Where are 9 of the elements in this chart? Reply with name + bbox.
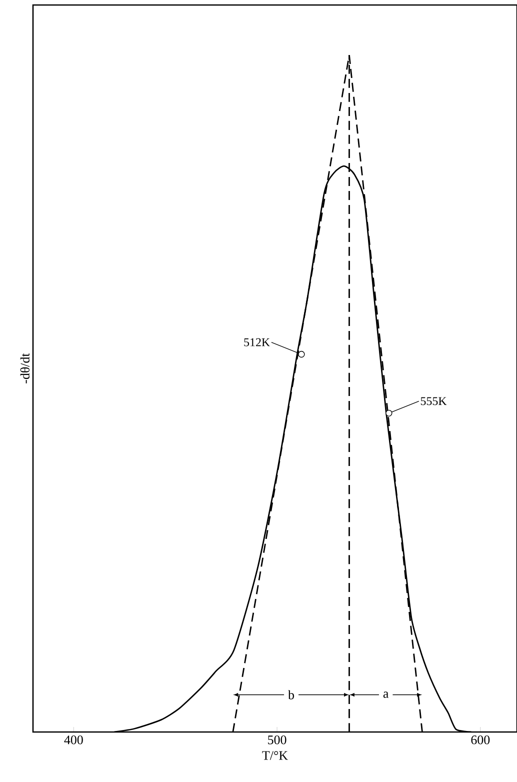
annotation: 555K bbox=[420, 397, 447, 406]
annotation: a bbox=[383, 692, 389, 698]
x-tick-label: 400 bbox=[64, 736, 83, 744]
x-axis-title: T/°K bbox=[262, 751, 288, 760]
x-tick-label: 500 bbox=[268, 736, 286, 744]
y-axis-title: -dθ/dt bbox=[20, 353, 30, 384]
x-tick-label: 600 bbox=[471, 736, 490, 744]
annotation: 512K bbox=[244, 338, 270, 346]
annotation: b bbox=[288, 690, 294, 700]
